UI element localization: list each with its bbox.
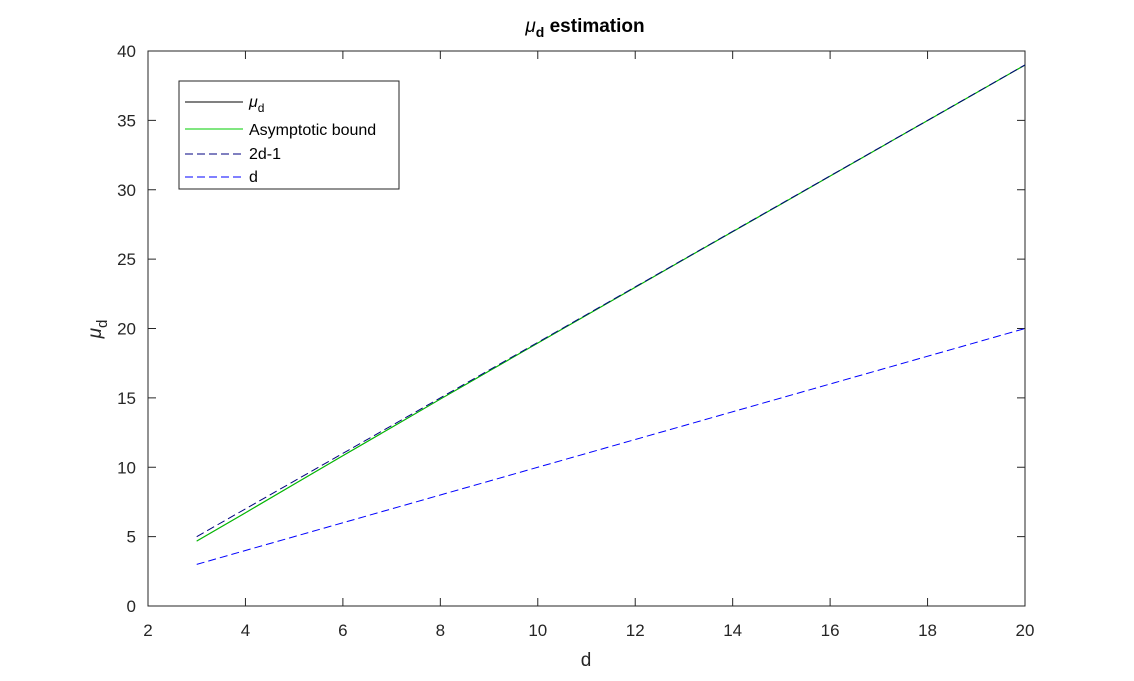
y-axis-label-symbol: μ: [85, 327, 106, 339]
x-tick-label: 6: [338, 621, 347, 640]
x-tick-label: 14: [723, 621, 742, 640]
x-axis-ticks: 2 4 6 8 10 12 14 16 18 20: [143, 51, 1034, 640]
chart-title-text: estimation: [544, 16, 644, 37]
x-tick-label: 16: [821, 621, 840, 640]
legend-label-d: d: [249, 169, 258, 186]
y-tick-label: 30: [117, 181, 136, 200]
x-tick-label: 4: [241, 621, 250, 640]
y-tick-label: 0: [127, 597, 136, 616]
y-tick-label: 5: [127, 528, 136, 547]
x-tick-label: 18: [918, 621, 937, 640]
x-tick-label: 8: [436, 621, 445, 640]
plot-series: [196, 64, 1026, 565]
y-tick-label: 15: [117, 389, 136, 408]
legend-label-2d-1: 2d-1: [249, 146, 281, 163]
legend-label-mu: μd: [248, 94, 264, 115]
chart-title-subscript: d: [536, 24, 545, 40]
series-line-two_d_minus_1: [196, 64, 1026, 538]
legend-label-mu-subscript: d: [258, 101, 265, 115]
y-tick-label: 10: [117, 458, 136, 477]
y-tick-label: 35: [117, 111, 136, 130]
legend-box: [178, 80, 400, 190]
legend-label-asymptotic: Asymptotic bound: [249, 122, 376, 139]
chart-title: μd estimation: [524, 16, 644, 40]
chart-title-symbol: μ: [524, 16, 536, 37]
x-tick-label: 20: [1016, 621, 1035, 640]
y-tick-label: 25: [117, 250, 136, 269]
y-tick-label: 40: [117, 42, 136, 61]
x-tick-label: 2: [143, 621, 152, 640]
legend-label-mu-symbol: μ: [248, 94, 258, 111]
x-tick-label: 10: [528, 621, 547, 640]
y-axis-label: μd: [85, 320, 111, 340]
y-axis-label-subscript: d: [94, 320, 111, 328]
y-axis-ticks: 0 5 10 15 20 25 30 35 40: [117, 42, 1025, 616]
y-tick-label: 20: [117, 320, 136, 339]
legend: μd Asymptotic bound 2d-1 d: [178, 80, 400, 190]
x-tick-label: 12: [626, 621, 645, 640]
x-axis-label: d: [581, 650, 592, 671]
